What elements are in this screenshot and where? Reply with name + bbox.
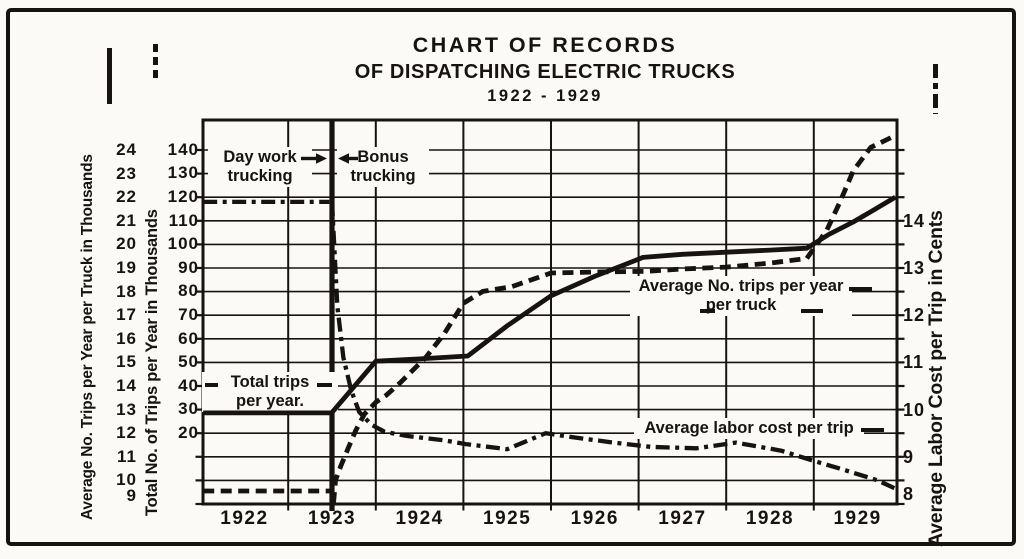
leader-dash [205,383,218,387]
chart-title: CHART OF RECORDS OF DISPATCHING ELECTRIC… [330,33,760,106]
left-primary-tick-label: 16 [116,328,137,348]
left-primary-tick-label: 23 [116,163,137,183]
solid-line-style-icon [107,48,112,104]
left-secondary-tick-label: 80 [178,281,199,301]
right-axis-tick-label: 11 [903,352,925,373]
left-primary-tick-label: 17 [116,305,137,325]
bonus-line-1: Bonus [357,148,409,166]
leader-dash [700,309,715,313]
dashed-line-style-icon [153,44,158,78]
left-primary-tick-label: 13 [116,399,137,419]
left-primary-tick-label: 9 [126,486,137,505]
left-primary-tick-label: 11 [117,446,137,466]
left-secondary-tick-label: 30 [178,399,199,419]
bonus-line-2: trucking [350,167,416,185]
left-secondary-tick-label: 140 [167,139,199,159]
right-axis-tick-label: 8 [903,484,915,504]
left-secondary-tick-label: 70 [178,305,199,324]
right-axis-tick-label: 13 [903,258,926,278]
left-secondary-tick-label: 60 [178,328,199,348]
labor-cost-annotation: Average labor cost per trip [634,418,864,439]
day-work-line-1: Day work [223,148,297,166]
x-axis-year-label: 1926 [570,508,619,529]
left-primary-tick-label: 10 [116,470,137,490]
left-primary-tick-label: 15 [116,352,137,372]
x-axis-year-label: 1925 [483,508,532,529]
x-axis-year-label: 1927 [658,508,707,529]
bonus-trucking-annotation: Bonus trucking [337,147,429,187]
left-secondary-tick-label: 100 [167,234,199,254]
right-axis-tick-label: 14 [903,210,926,231]
day-work-line-2: trucking [227,167,293,185]
left-primary-tick-label: 22 [116,187,137,207]
title-line-1: CHART OF RECORDS [412,33,678,57]
left-primary-tick-label: 20 [116,234,137,254]
title-line-3: 1922 - 1929 [487,87,603,105]
total-trips-line-2: per year. [236,392,304,410]
x-axis-year-label: 1922 [220,508,269,529]
left-primary-tick-label: 14 [116,376,137,395]
avg-trips-line-1: Average No. trips per year [638,277,844,295]
left-primary-tick-label: 24 [116,140,137,159]
leader-dash [801,309,823,313]
x-axis-year-label: 1928 [745,508,795,529]
left-primary-tick-label: 18 [116,281,137,301]
dash-dot-line-style-icon [933,64,938,114]
left-secondary-tick-label: 120 [167,187,199,206]
left-primary-axis-legend: Average No. Trips per Year per Truck in … [79,154,96,520]
left-secondary-tick-label: 40 [178,375,199,395]
right-axis-tick-label: 12 [903,305,926,326]
day-work-trucking-annotation: Day work trucking [208,147,312,187]
leader-dash [849,287,872,291]
leader-dash [317,383,332,387]
left-secondary-tick-label: 50 [178,352,199,372]
title-line-2: OF DISPATCHING ELECTRIC TRUCKS [354,61,736,83]
leader-dash [861,428,884,432]
total-trips-line-1: Total trips [230,373,310,391]
left-secondary-tick-label: 90 [178,257,199,277]
x-axis-year-label: 1923 [307,508,357,529]
total-trips-annotation: Total trips per year. [202,372,338,412]
left-primary-tick-label: 12 [116,423,137,443]
right-axis-tick-label: 10 [903,399,926,420]
left-primary-tick-label: 19 [116,258,137,277]
right-axis-tick-label: 9 [903,446,915,467]
left-secondary-tick-label: 20 [178,423,199,442]
left-secondary-tick-label: 130 [167,163,199,183]
left-primary-tick-label: 21 [116,210,137,230]
left-secondary-tick-label: 110 [168,210,199,230]
x-axis-year-label: 1924 [395,508,444,529]
x-axis-year-label: 1929 [833,508,882,529]
